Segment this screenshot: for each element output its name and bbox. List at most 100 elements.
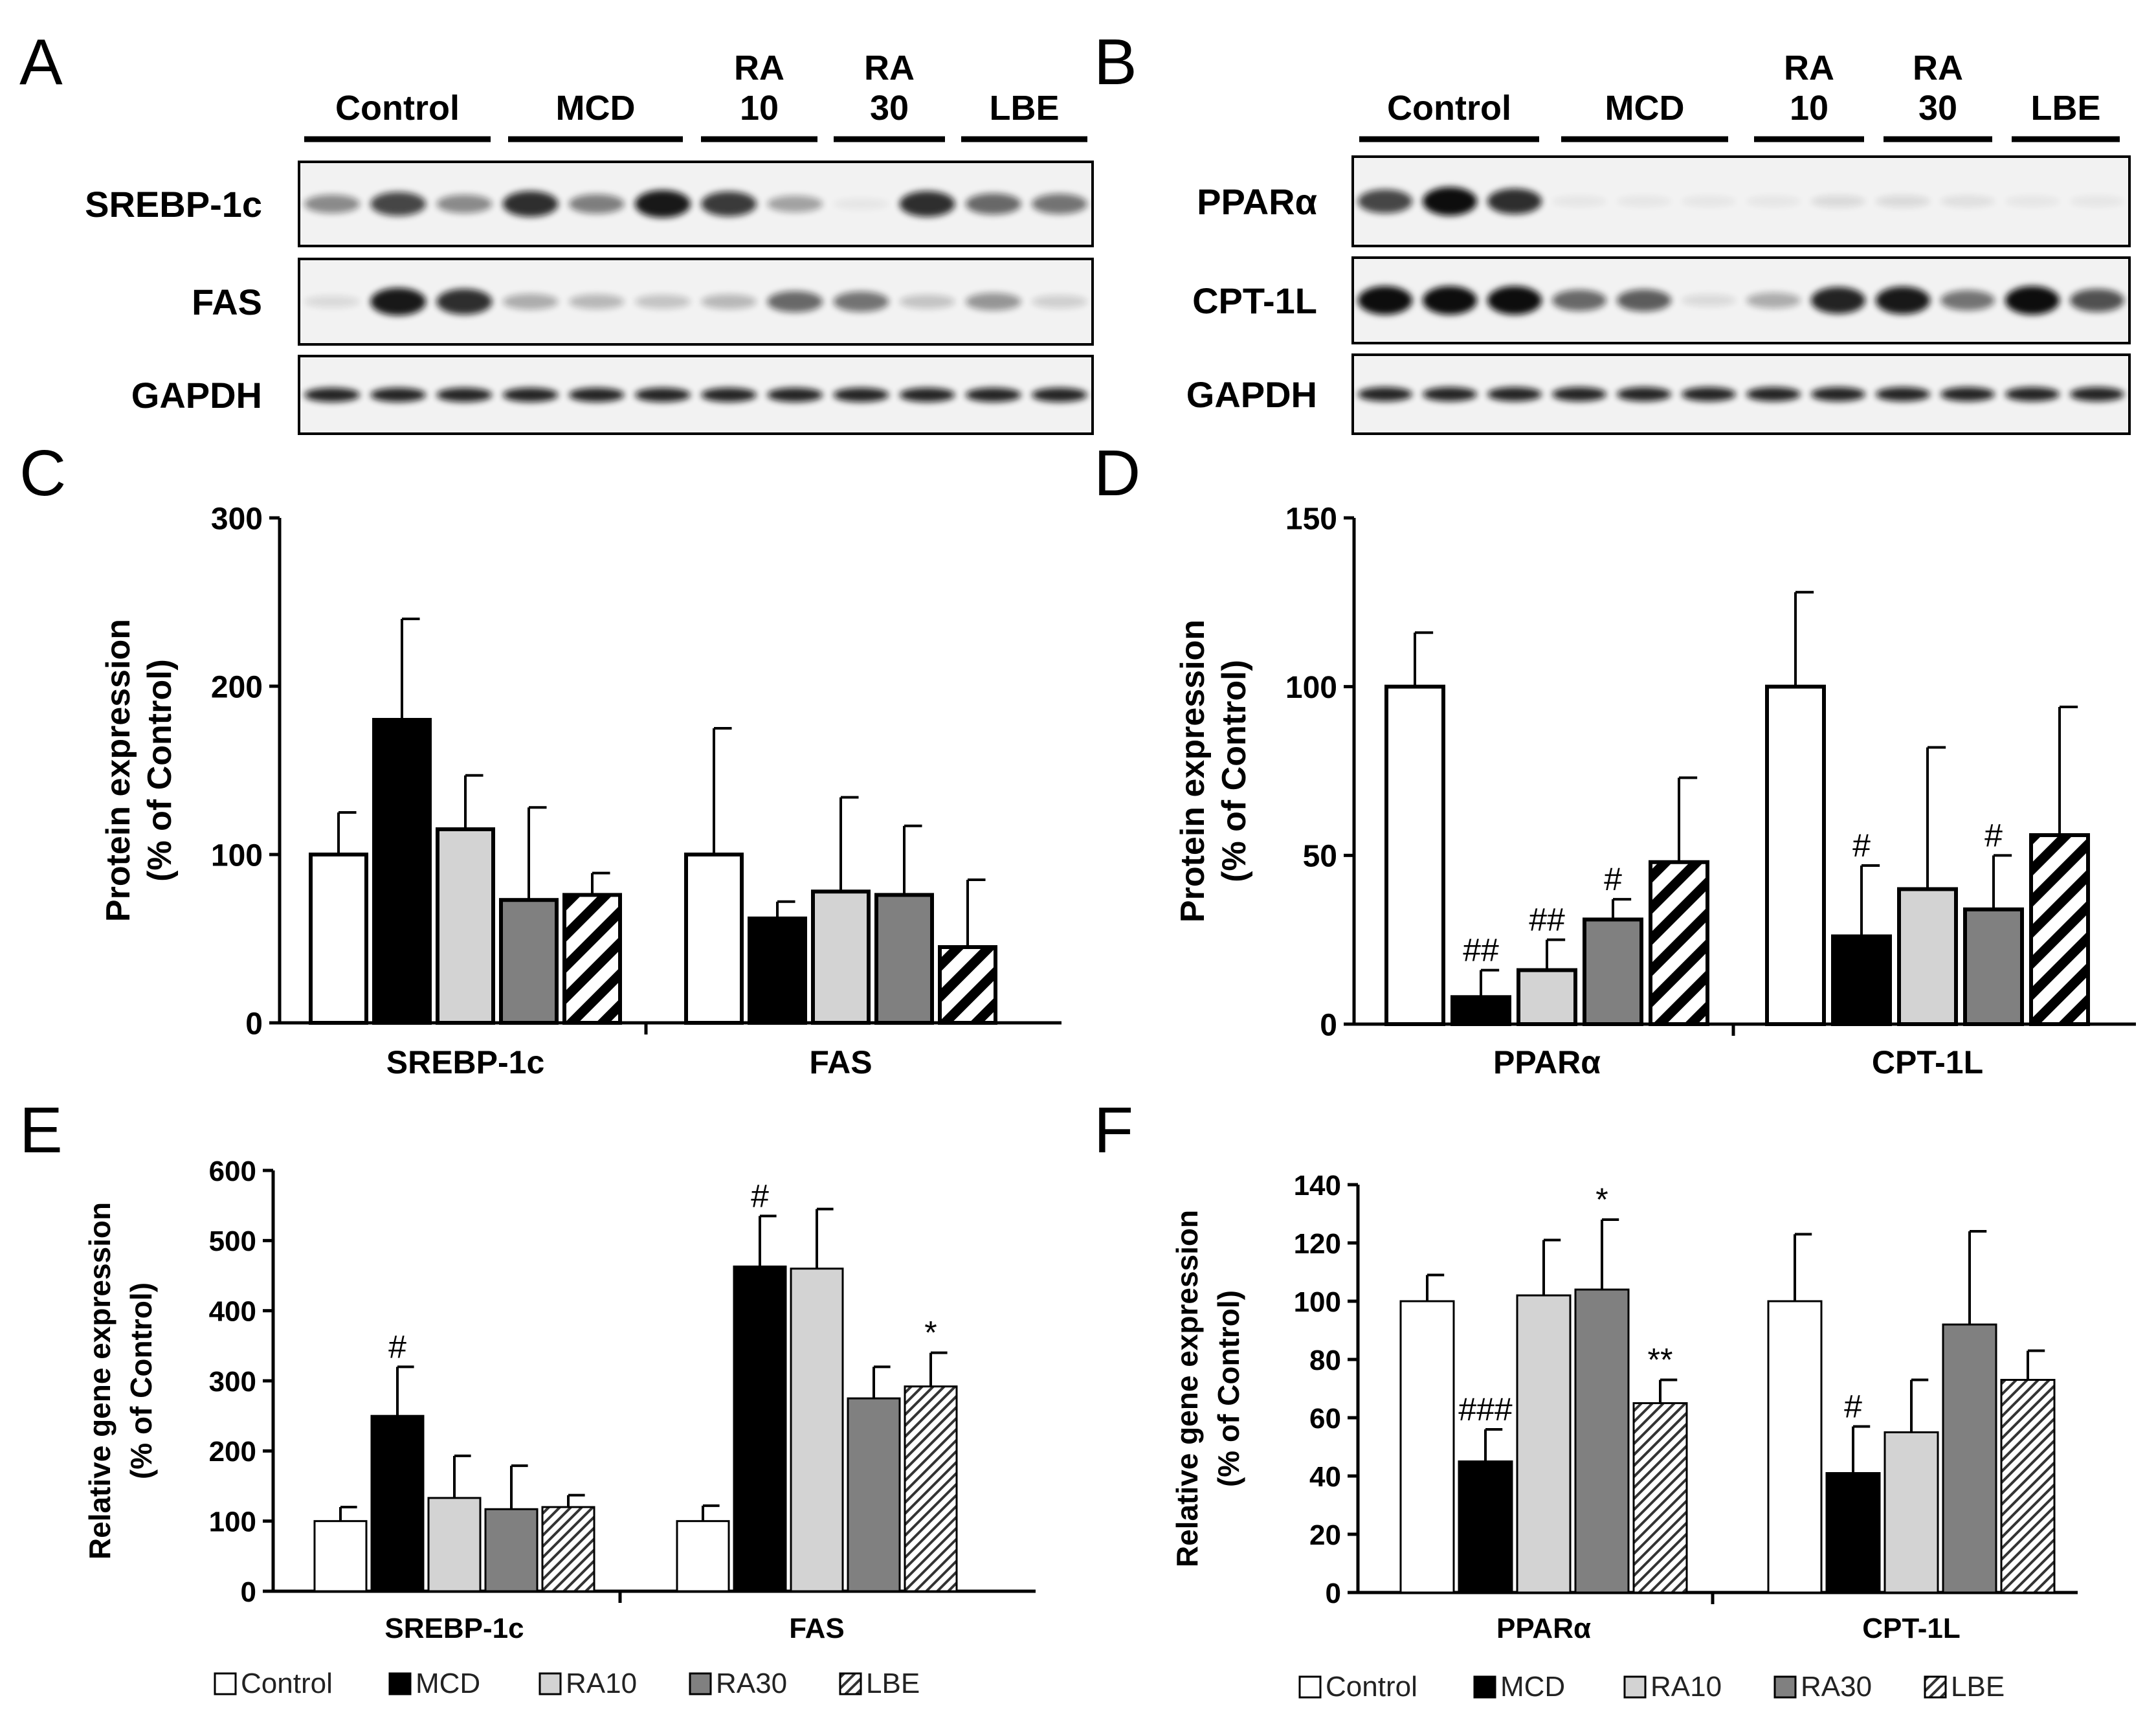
lane-group-label-lbe: LBE — [990, 89, 1060, 128]
band — [370, 192, 427, 216]
bar-ra30-ppar — [1574, 1288, 1630, 1594]
band — [304, 295, 360, 308]
band — [1617, 289, 1671, 312]
lane-group-label-ra-30: 30 — [1918, 89, 1957, 128]
band — [1940, 387, 1995, 401]
bar-mcd-ppar — [1458, 1460, 1513, 1594]
band — [502, 388, 559, 402]
band — [1811, 287, 1865, 314]
y-tick-label: 400 — [209, 1296, 256, 1328]
bar-ra10-fas — [790, 1268, 844, 1593]
bar-lbe-srebp-1c — [541, 1506, 595, 1593]
band — [370, 388, 427, 402]
lane-group-label-mcd: MCD — [1605, 89, 1685, 128]
legend-swatch-ra30 — [689, 1672, 712, 1695]
band — [2070, 387, 2124, 401]
legend-label-control: Control — [1326, 1671, 1417, 1703]
significance-marker: # — [1852, 827, 1871, 864]
band — [1552, 196, 1606, 207]
x-category-label-fas: FAS — [809, 1044, 872, 1080]
band — [1032, 388, 1087, 402]
lane-group-label-ra-10: 10 — [1790, 89, 1828, 128]
y-tick-label: 300 — [211, 502, 263, 536]
panel-letter-d: D — [1094, 437, 1140, 509]
bar-lbe-fas — [938, 945, 997, 1025]
y-tick-label: 0 — [1326, 1578, 1341, 1609]
band — [1876, 387, 1930, 401]
legend-label-mcd: MCD — [416, 1668, 480, 1699]
y-tick-label: 500 — [209, 1225, 256, 1257]
band — [635, 190, 691, 218]
band — [899, 295, 955, 309]
lane-group-label-ra-30: RA — [864, 49, 915, 87]
legend-swatch-ra10 — [1623, 1675, 1647, 1699]
y-tick-label: 80 — [1309, 1345, 1341, 1376]
bar-ra30-fas — [847, 1397, 901, 1593]
band — [2070, 289, 2124, 312]
y-tick-label: 200 — [209, 1436, 256, 1468]
band — [568, 388, 625, 402]
band — [833, 291, 889, 312]
significance-marker: # — [1984, 817, 2003, 853]
lane-group-label-mcd: MCD — [556, 89, 636, 128]
blot-row-label-cpt-1l: CPT-1L — [1192, 280, 1317, 321]
legend-label-mcd: MCD — [1500, 1671, 1565, 1703]
band — [2005, 387, 2060, 401]
y-tick-label: 100 — [1285, 671, 1337, 705]
band — [1682, 387, 1736, 401]
band — [1487, 387, 1542, 401]
blot-membrane — [1351, 353, 2131, 435]
significance-marker: * — [1595, 1181, 1608, 1218]
x-category-label-fas: FAS — [789, 1613, 845, 1644]
band — [1811, 387, 1865, 401]
bar-mcd-srebp-1c — [370, 1414, 425, 1593]
y-tick-label: 140 — [1294, 1170, 1341, 1202]
band — [1487, 286, 1542, 315]
legend-swatch-control — [1298, 1675, 1322, 1699]
y-tick-label: 300 — [209, 1366, 256, 1398]
x-category-label-ppar: PPARα — [1496, 1613, 1591, 1644]
band — [2005, 286, 2060, 315]
band — [635, 388, 691, 402]
band — [1032, 295, 1087, 309]
bar-control-ppar — [1384, 684, 1445, 1026]
bar-control-cpt-1l — [1765, 684, 1826, 1026]
bar-ra10-cpt-1l — [1897, 887, 1958, 1027]
blot-row-gapdh: GAPDH — [131, 355, 1094, 435]
band — [1358, 387, 1412, 401]
legend-swatch-control — [214, 1672, 237, 1695]
panel-letter-e: E — [19, 1094, 63, 1167]
band — [833, 388, 889, 402]
lane-group-label-ra-10: RA — [1784, 49, 1834, 87]
band — [1682, 196, 1736, 207]
bar-mcd-ppar — [1450, 995, 1511, 1026]
bar-ra30-cpt-1l — [1942, 1323, 1997, 1594]
band — [1423, 387, 1477, 401]
bar-lbe-srebp-1c — [562, 893, 622, 1025]
bar-mcd-fas — [748, 916, 807, 1025]
bar-ra10-cpt-1l — [1884, 1431, 1939, 1594]
band — [1746, 292, 1801, 309]
band — [2070, 196, 2124, 207]
band — [1358, 189, 1412, 214]
band — [370, 287, 427, 316]
band — [1682, 294, 1736, 307]
bar-lbe-cpt-1l — [2029, 833, 2090, 1026]
panel-letter-c: C — [19, 437, 66, 509]
legend-swatch-mcd — [388, 1672, 412, 1695]
blot-row-fas: FAS — [192, 258, 1094, 346]
blot-row-label-gapdh: GAPDH — [131, 375, 262, 416]
significance-marker: ** — [1648, 1342, 1673, 1378]
bar-ra30-cpt-1l — [1963, 907, 2024, 1027]
significance-marker: ## — [1529, 902, 1565, 938]
significance-marker: # — [388, 1328, 406, 1365]
bar-lbe-ppar — [1649, 860, 1709, 1027]
y-axis-label: (% of Control) — [1216, 660, 1253, 882]
bar-chart-panel-c: 0 100 200 300 SREBP-1c FAS Protein expression(… — [100, 502, 1061, 1080]
bar-ra30-srebp-1c — [499, 898, 559, 1025]
y-axis-label: Protein expression — [1174, 620, 1212, 922]
blot-row-cpt-1l: CPT-1L — [1192, 256, 2131, 344]
y-tick-label: 600 — [209, 1156, 256, 1187]
bar-chart-panel-f: 020406080100120140PPARα###***CPT-1L#Rela… — [1170, 1170, 2078, 1703]
